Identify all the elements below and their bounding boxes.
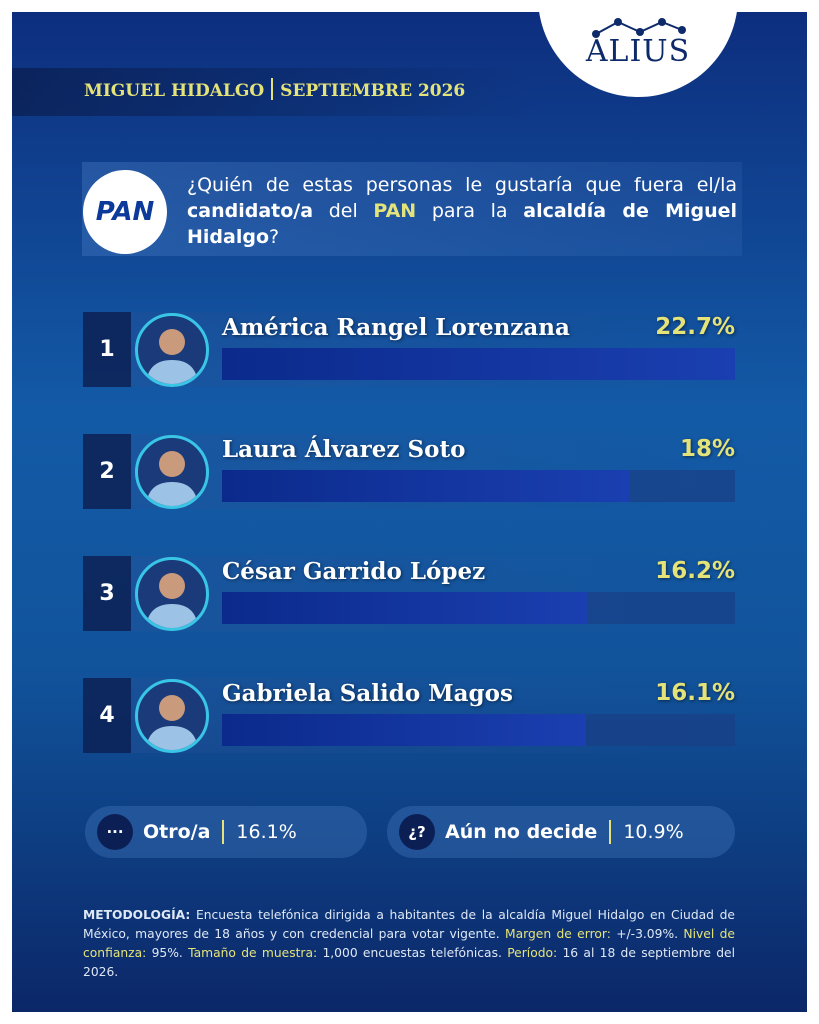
text-part: Período:: [507, 946, 558, 960]
bar: [222, 592, 589, 624]
place: MIGUEL HIDALGO: [84, 81, 265, 101]
summary-value: 10.9%: [623, 821, 684, 843]
text-part: 95%.: [146, 946, 189, 960]
summary-pill: ··· Otro/a 16.1%: [85, 806, 367, 858]
text-part: 1,000 encuestas telefónicas.: [317, 946, 508, 960]
value-label: 18%: [679, 436, 735, 462]
text-part: ¿Quién de estas personas le gustaría que…: [187, 174, 737, 196]
brand: ALIUS: [585, 34, 691, 69]
text-part: Tamaño de muestra:: [188, 946, 318, 960]
text-part: candidato/a: [187, 200, 314, 222]
text-part: Margen de error:: [504, 927, 611, 941]
separator: [271, 78, 274, 100]
rank: 2: [83, 434, 131, 509]
photo: [135, 313, 209, 387]
card: MIGUEL HIDALGO SEPTIEMBRE 2026 ALIUS PAN …: [12, 12, 807, 1012]
avatar: [146, 695, 198, 750]
question: ¿Quién de estas personas le gustaría que…: [187, 172, 737, 250]
summary-value: 16.1%: [236, 821, 297, 843]
summary-label: Otro/a: [143, 821, 211, 843]
rank: 1: [83, 312, 131, 387]
summary-label: Aún no decide: [445, 821, 598, 843]
icon: ¿?: [399, 814, 435, 850]
value-label: 16.1%: [655, 680, 735, 706]
text-part: Nivel de confianza:: [83, 927, 735, 960]
question-box: [82, 162, 742, 256]
text-part: alcaldía de Miguel Hidalgo: [187, 200, 738, 248]
text-part: Encuesta telefónica dirigida a habitante…: [83, 908, 735, 941]
separator: [609, 820, 612, 844]
candidate-name: Gabriela Salido Magos: [222, 680, 513, 707]
methodology: METODOLOGÍA: Encuesta telefónica dirigid…: [83, 906, 735, 982]
text-part: del: [313, 200, 374, 222]
text-part: METODOLOGÍA:: [83, 908, 191, 922]
value-label: 16.2%: [655, 558, 735, 584]
text-part: 16 al 18 de septiembre del 2026.: [83, 946, 735, 979]
photo: [135, 679, 209, 753]
bar: [222, 470, 629, 502]
rank: 3: [83, 556, 131, 631]
icon: ···: [97, 814, 133, 850]
header: MIGUEL HIDALGO SEPTIEMBRE 2026: [84, 78, 465, 101]
photo: [135, 435, 209, 509]
text-part: para la: [416, 200, 524, 222]
value-label: 22.7%: [655, 314, 735, 340]
text-part: ?: [269, 226, 280, 248]
photo: [135, 557, 209, 631]
candidate-name: César Garrido López: [222, 558, 486, 585]
separator: [222, 820, 225, 844]
bar: [222, 348, 735, 380]
text-part: +/-3.09%.: [610, 927, 684, 941]
date: SEPTIEMBRE 2026: [280, 81, 466, 101]
party-logo: PAN: [83, 170, 167, 254]
candidate-name: Laura Álvarez Soto: [222, 436, 466, 463]
logo-icon: [592, 18, 686, 38]
avatar: [146, 573, 198, 628]
summary-pill: ¿? Aún no decide 10.9%: [387, 806, 735, 858]
text-part: PAN: [373, 200, 417, 222]
candidate-name: América Rangel Lorenzana: [222, 314, 570, 341]
avatar: [146, 329, 198, 384]
avatar: [146, 451, 198, 506]
rank: 4: [83, 678, 131, 753]
bar: [222, 714, 586, 746]
